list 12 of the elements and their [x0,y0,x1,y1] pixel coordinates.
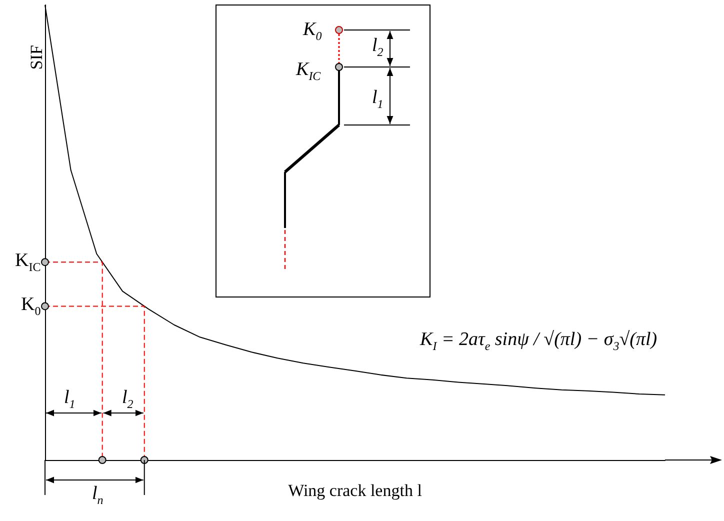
annotation: K$_{0}$ [303,19,322,43]
annotation: l$_{1}$ [64,387,76,411]
annotation: K$_{IC}$ [296,59,321,83]
ref-line-label: K$_{IC}$ [15,250,41,274]
annotation: l$_{1}$ [372,87,384,111]
x-axis-title: Wing crack length l [288,481,422,500]
y-axis-title: SIF [27,45,46,70]
ref-line-label: K$_{0}$ [21,294,41,318]
annotation: K$_{I}$ = 2aτ$_{e}$ sinψ / √(πl) − σ$_{3}$√(πl) [420,329,658,353]
annotation: l$_{2}$ [122,387,134,411]
text: l$_{n}$ [92,483,104,507]
annotation: l$_{2}$ [372,35,384,59]
